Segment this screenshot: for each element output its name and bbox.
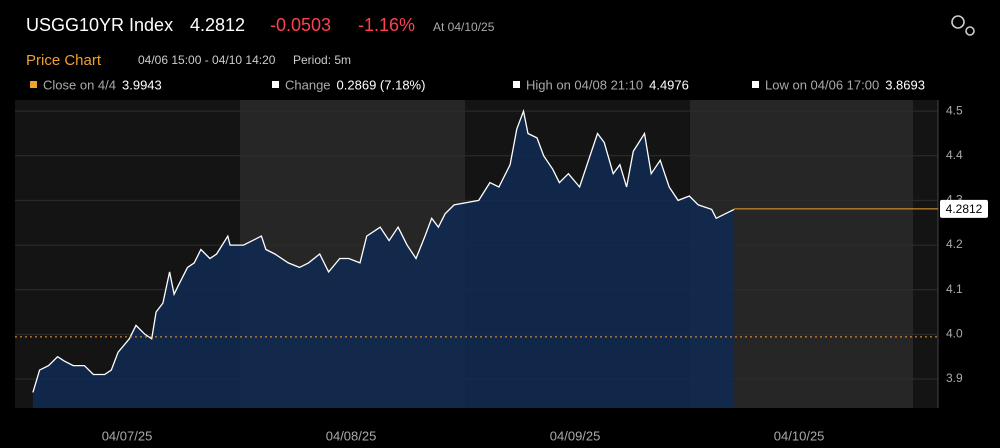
y-tick-label: 4.0 — [946, 327, 963, 341]
x-tick-label: 04/10/25 — [774, 428, 825, 443]
y-tick-label: 4.1 — [946, 282, 963, 296]
date-range: 04/06 15:00 - 04/10 14:20 — [138, 53, 276, 67]
x-tick-label: 04/07/25 — [102, 428, 153, 443]
y-tick-label: 4.2 — [946, 237, 963, 251]
last-value-box — [940, 199, 988, 218]
legend-swatch — [513, 81, 520, 88]
y-tick-label: 4.5 — [946, 103, 963, 117]
legend-value: 3.8693 — [885, 77, 925, 92]
last-value-label: 4.2812 — [946, 202, 983, 216]
pct-change: -1.16% — [358, 15, 415, 35]
legend-value: 4.4976 — [649, 77, 689, 92]
legend-value: 0.2869 (7.18%) — [337, 77, 426, 92]
legend-label: Change — [285, 77, 331, 92]
settings-icon[interactable] — [951, 15, 975, 36]
legend-swatch — [30, 81, 37, 88]
legend-label: Close on 4/4 — [43, 77, 116, 92]
legend-value: 3.9943 — [122, 77, 162, 92]
price-line — [32, 108, 735, 393]
legend-swatch — [272, 81, 279, 88]
last-price: 4.2812 — [190, 15, 245, 35]
y-tick-label: 4.4 — [946, 148, 963, 162]
area — [32, 111, 735, 408]
as-of: At 04/10/25 — [433, 20, 495, 34]
legend-swatch — [752, 81, 759, 88]
period: Period: 5m — [293, 53, 351, 67]
y-tick-label: 3.9 — [946, 371, 963, 385]
chart-title: Price Chart — [26, 52, 102, 69]
legend-label: Low on 04/06 17:00 — [765, 77, 879, 92]
x-tick-label: 04/08/25 — [326, 428, 377, 443]
ticker: USGG10YR Index — [26, 15, 173, 35]
x-tick-label: 04/09/25 — [550, 428, 601, 443]
net-change: -0.0503 — [270, 15, 331, 35]
legend-label: High on 04/08 21:10 — [526, 77, 643, 92]
